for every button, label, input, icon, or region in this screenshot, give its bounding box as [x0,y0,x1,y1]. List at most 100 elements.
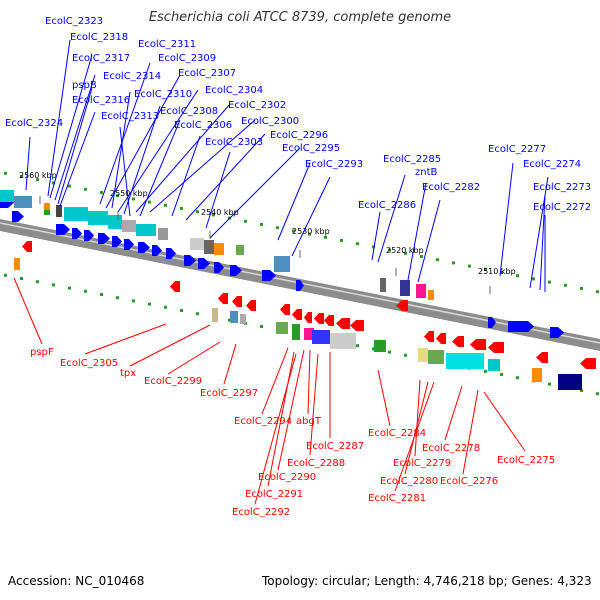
outer-forward-ring-dot [100,191,103,194]
forward-gene-label: EcolC_2317 [72,53,130,64]
outer-forward-ring-dot [52,181,55,185]
reverse-label-leader [267,351,295,487]
reverse-label-leader [404,381,429,475]
forward-gene-arrow [262,270,276,281]
reverse-gene-label: pspF [30,347,54,358]
outer-reverse-ring-dot [4,273,7,277]
outer-reverse-ring-dot [196,312,199,316]
forward-gene-arrow [214,262,224,273]
forward-gene-label: EcolC_2306 [174,120,232,131]
forward-gene-label: EcolC_2295 [282,143,340,154]
forward-label-leader [171,135,201,217]
reverse-gene-label: tpx [120,368,136,379]
reverse-label-leader [254,353,297,505]
reverse-gene-arrow [424,331,434,342]
forward-gene-arrow [56,224,70,235]
forward-gene-label: EcolC_2274 [523,159,581,170]
outer-reverse-ring-dot [260,325,263,328]
outer-reverse-ring-dot [516,376,519,380]
forward-label-leader [123,105,161,215]
feature-block [0,190,14,202]
feature-block [532,368,542,382]
reverse-gene-arrow [292,309,302,320]
feature-block [240,314,246,324]
outer-forward-ring-dot [372,245,375,249]
forward-label-leader [499,162,514,277]
forward-gene-label: EcolC_2273 [533,182,591,193]
outer-reverse-ring-dot [596,392,599,396]
outer-forward-ring-dot [4,171,7,175]
forward-gene-label: EcolC_2310 [134,89,192,100]
outer-forward-ring-dot [324,235,327,239]
forward-gene-arrow [230,265,242,276]
outer-forward-ring-dot [436,258,439,262]
reverse-gene-arrow [22,241,32,252]
reverse-label-leader [309,353,319,456]
reverse-gene-arrow [280,304,290,315]
forward-label-leader [539,195,546,291]
outer-forward-ring-dot [548,280,551,284]
forward-label-leader [185,133,266,221]
outer-reverse-ring-dot [180,309,183,312]
reverse-gene-label: EcolC_2279 [393,458,451,469]
feature-block [428,350,444,364]
forward-label-leader [119,126,131,217]
outer-forward-ring-dot [148,200,151,204]
forward-gene-label: EcolC_2311 [138,39,196,50]
outer-forward-ring-dot [564,283,567,287]
reverse-gene-arrow [452,336,464,347]
forward-gene-label: EcolC_2304 [205,85,263,96]
kbp-tick-label: 2560 kbp [19,171,57,180]
forward-gene-arrow [550,327,564,338]
feature-block [330,333,356,349]
forward-gene-label: EcolC_2286 [358,200,416,211]
reverse-gene-arrow [246,300,256,311]
outer-forward-ring-dot [164,203,167,207]
reverse-gene-arrow [488,342,504,353]
reverse-gene-label: EcolC_2291 [245,489,303,500]
outer-reverse-ring-dot [580,389,583,392]
forward-gene-label: EcolC_2323 [45,16,103,27]
feature-block [312,330,330,344]
feature-block [292,324,300,340]
outer-forward-ring-dot [468,264,471,268]
forward-label-leader [371,211,381,261]
genome-title: Escherichia coli ATCC 8739, complete gen… [148,10,452,25]
feature-block [14,196,32,208]
reverse-gene-arrow [470,339,486,350]
topology-label: Topology: circular; Length: 4,746,218 bp… [262,574,592,588]
outer-reverse-ring-dot [20,277,23,280]
forward-gene-label: zntB [415,167,438,178]
reverse-gene-arrow [170,281,180,292]
feature-block [418,348,428,362]
kbp-tick-label: 2530 kbp [292,227,330,236]
feature-block [204,240,214,254]
forward-label-leader [135,103,231,213]
forward-label-leader [277,162,311,241]
outer-forward-ring-dot [500,271,503,274]
outer-forward-ring-dot [356,242,359,246]
feature-block [416,284,426,298]
forward-gene-arrow [112,236,122,247]
forward-label-leader [57,87,93,205]
forward-label-leader [54,74,96,201]
forward-label-leader [209,147,301,239]
forward-gene-label: EcolC_2272 [533,202,591,213]
feature-block [558,374,582,390]
feature-block [108,215,122,229]
reverse-gene-arrow [324,315,334,326]
reverse-label-leader [13,277,43,345]
outer-forward-ring-dot [516,274,519,278]
outer-forward-ring-dot [244,219,247,223]
outer-forward-ring-dot [532,277,535,281]
feature-block [158,228,168,240]
forward-gene-arrow [166,248,176,259]
forward-gene-label: EcolC_2314 [103,71,161,82]
forward-gene-label: EcolC_2285 [383,154,441,165]
feature-block [44,210,50,215]
reverse-gene-label: EcolC_2290 [258,472,316,483]
reverse-gene-arrow [336,318,350,329]
feature-block [446,353,484,369]
outer-forward-ring-dot [196,210,199,214]
reverse-label-leader [261,347,289,415]
